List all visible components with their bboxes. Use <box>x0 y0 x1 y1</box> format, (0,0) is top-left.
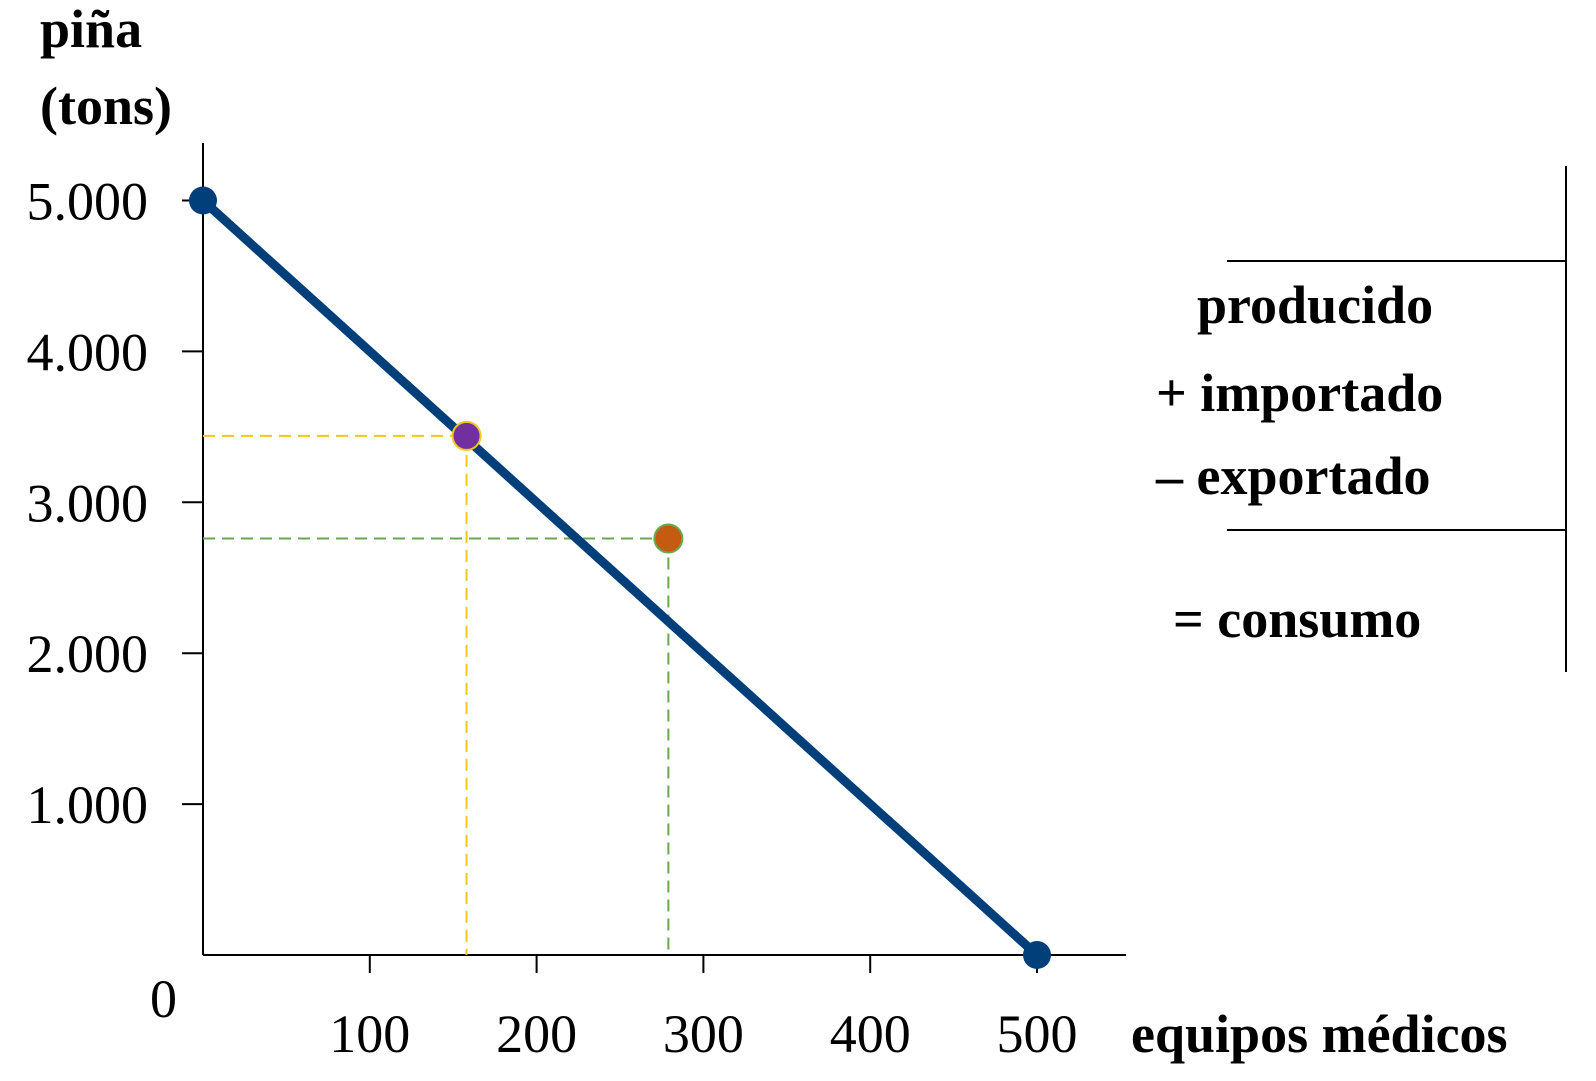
x-tick-label-100: 100 <box>329 1004 410 1064</box>
y-axis-title-line-2: (tons) <box>40 76 172 136</box>
y-tick-label-3000: 3.000 <box>27 473 149 533</box>
y-tick-label-5000: 5.000 <box>27 172 149 232</box>
legend-exportado: – exportado <box>1155 446 1430 506</box>
guide-lines <box>203 434 670 955</box>
axis-ticks: 100 200 300 400 500 1.000 2.000 3.000 4.000 5.000 <box>27 172 1078 1065</box>
y-tick-label-2000: 2.000 <box>27 624 149 684</box>
points <box>189 186 1051 969</box>
series <box>198 196 1042 960</box>
endpoint-1 <box>1023 941 1051 969</box>
y-tick-label-4000: 4.000 <box>27 322 149 382</box>
marker-consumo <box>653 523 684 554</box>
legend-importado: + importado <box>1156 363 1443 423</box>
legend-consumo: = consumo <box>1173 589 1421 649</box>
y-tick-label-1000: 1.000 <box>27 775 149 835</box>
legend-producido: producido <box>1197 275 1433 335</box>
y-axis-title-line-1: piña <box>40 0 142 59</box>
x-tick-label-300: 300 <box>663 1004 744 1064</box>
x-tick-label-200: 200 <box>496 1004 577 1064</box>
x-axis-title: equipos médicos <box>1131 1004 1508 1064</box>
x-tick-label-400: 400 <box>830 1004 911 1064</box>
ppf-line <box>198 196 1042 960</box>
origin-label: 0 <box>150 969 177 1029</box>
x-tick-label-500: 500 <box>997 1004 1078 1064</box>
marker-producido <box>451 420 482 451</box>
endpoint-0 <box>189 186 217 215</box>
